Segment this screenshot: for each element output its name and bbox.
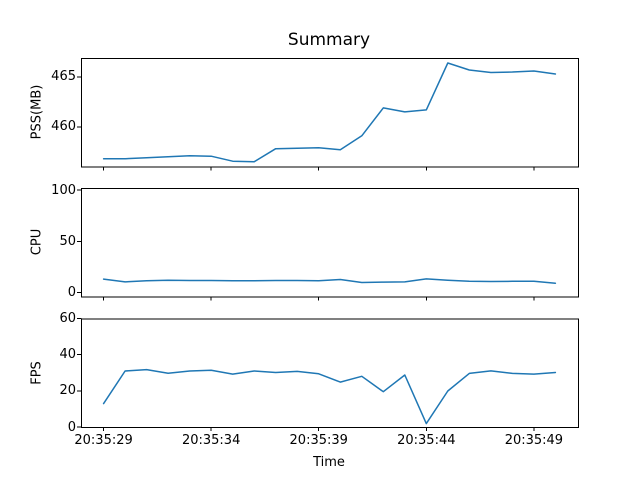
x-tick-label: 20:35:49	[504, 433, 564, 448]
fps-line-series	[102, 368, 557, 425]
x-tick-label: 20:35:39	[289, 433, 348, 448]
fps-y-tick-label: 20	[59, 383, 76, 399]
time-axis-label: Time	[313, 455, 345, 470]
cpu-plot-area	[81, 188, 579, 298]
cpu-y-tick-label: 100	[51, 182, 76, 198]
pss-plot-area	[81, 58, 579, 168]
x-tick-label: 20:35:34	[181, 433, 241, 448]
fps-y-tick-label: 40	[59, 347, 76, 363]
pss-y-tick-label: 460	[51, 119, 76, 135]
x-tick-label: 20:35:29	[74, 433, 133, 448]
cpu-y-tick-label: 50	[59, 233, 76, 249]
pss-line-series	[102, 62, 557, 163]
chart-title: Summary	[287, 30, 371, 50]
fps-y-tick-label: 60	[59, 311, 76, 326]
cpu-line-series	[102, 278, 557, 284]
fps-plot-area	[81, 318, 579, 429]
cpu-y-tick-label: 0	[67, 285, 76, 301]
fps-y-tick-label: 0	[67, 419, 76, 435]
x-tick-label: 20:35:44	[397, 433, 456, 448]
pss-y-tick-label: 465	[51, 69, 76, 85]
fps-axis-label: FPS	[29, 361, 45, 385]
